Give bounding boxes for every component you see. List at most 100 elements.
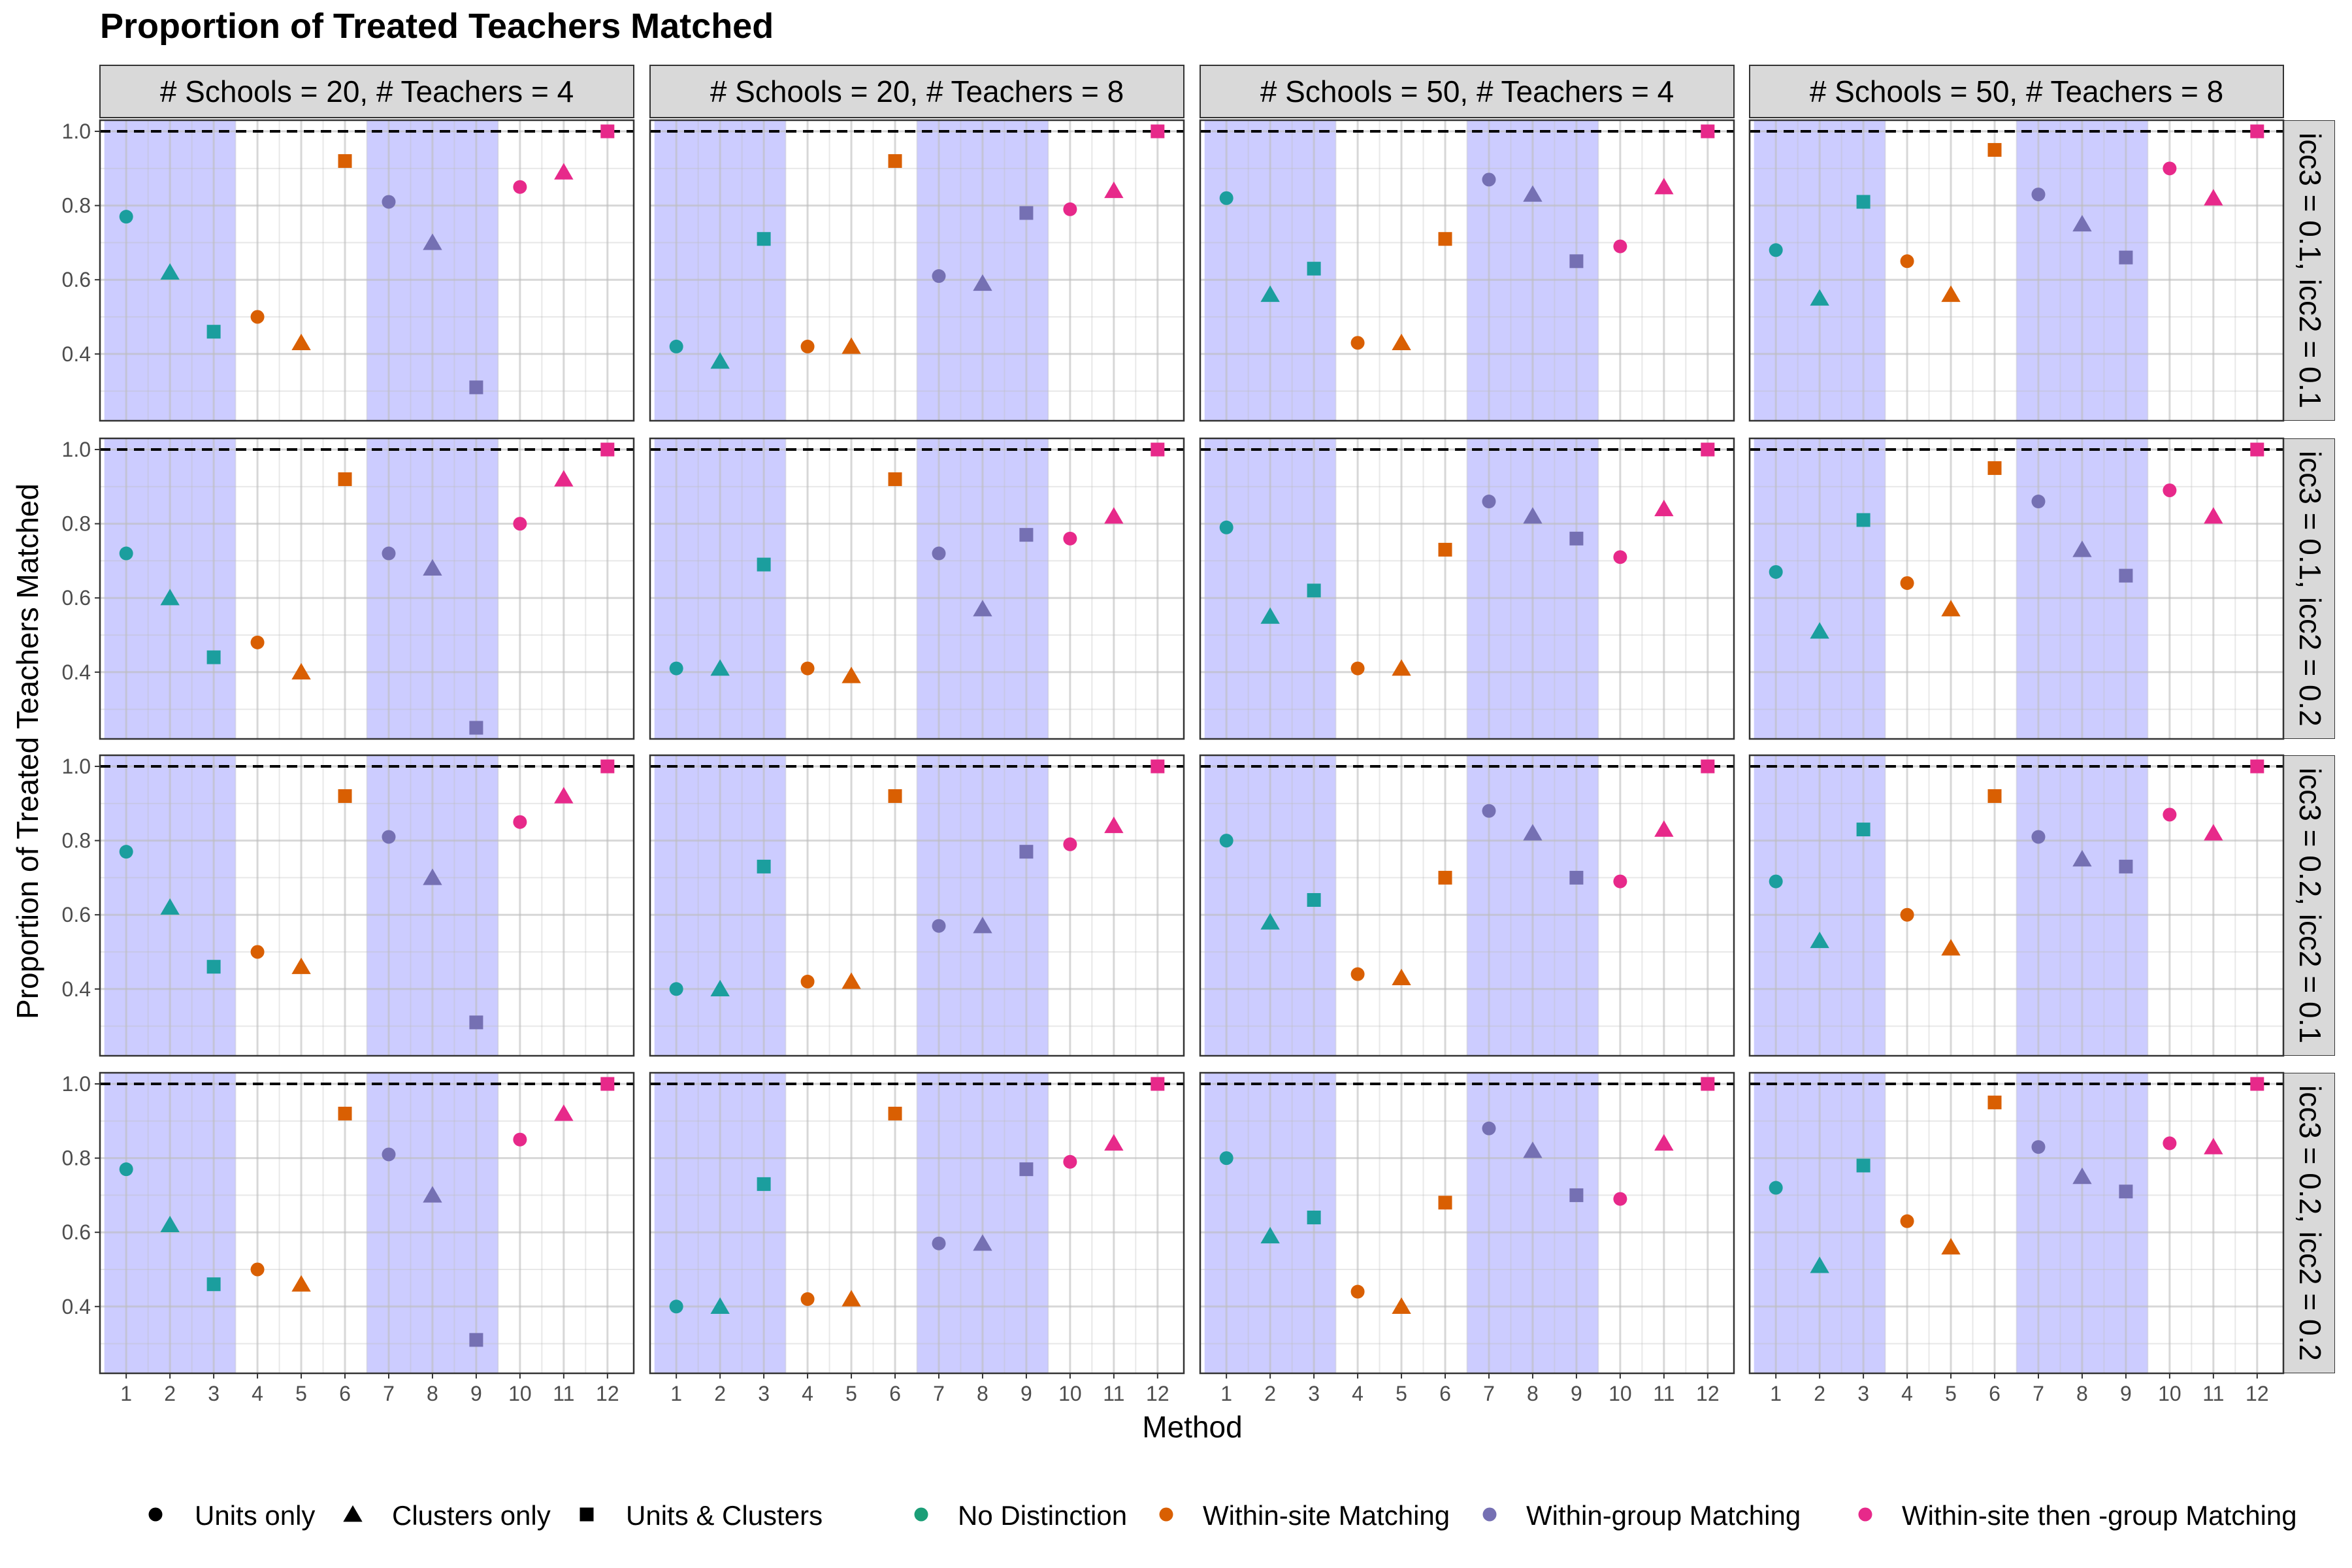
data-point xyxy=(1151,759,1165,774)
column-strip: # Schools = 20, # Teachers = 8 xyxy=(649,65,1184,118)
row-strip-background xyxy=(2283,438,2335,739)
data-point xyxy=(513,815,527,829)
data-point xyxy=(973,1234,992,1251)
data-point xyxy=(1260,285,1280,302)
data-point xyxy=(1104,1134,1124,1151)
x-tick-label: 4 xyxy=(1352,1382,1364,1405)
data-point xyxy=(1019,528,1034,542)
data-point xyxy=(1856,823,1870,837)
data-point xyxy=(119,210,133,224)
legend-shape-item: Units only xyxy=(148,1500,315,1531)
panel xyxy=(649,754,1185,1057)
data-point xyxy=(1987,461,2002,475)
legend-shape-triangle-icon xyxy=(343,1505,363,1522)
row-strip: icc3 = 0.2, icc2 = 0.1 xyxy=(2283,755,2335,1056)
y-tick-label: 0.6 xyxy=(62,268,91,291)
data-point xyxy=(1569,870,1584,885)
data-point xyxy=(291,333,311,350)
x-tick-label: 9 xyxy=(2120,1382,2132,1405)
data-point xyxy=(1350,336,1365,350)
data-point xyxy=(1900,576,1914,590)
data-point xyxy=(469,380,483,395)
panel-border xyxy=(1748,437,2285,740)
data-point xyxy=(2204,1137,2223,1154)
x-tick-label: 9 xyxy=(1021,1382,1032,1405)
panel xyxy=(1748,119,2285,422)
data-point xyxy=(469,1015,483,1030)
panel-border xyxy=(99,1071,635,1375)
data-point xyxy=(1769,874,1783,889)
legend: Units only Clusters only Units & Clusters N… xyxy=(148,1500,2297,1531)
data-point xyxy=(600,124,615,139)
data-point xyxy=(382,1147,396,1162)
data-point xyxy=(423,1186,442,1203)
y-tick-label: 0.6 xyxy=(62,586,91,610)
x-tick-label: 5 xyxy=(845,1382,857,1405)
legend-color-item: Within-site Matching xyxy=(1159,1500,1450,1531)
y-tick-label: 0.4 xyxy=(62,661,91,684)
chart-title: Proportion of Treated Teachers Matched xyxy=(100,7,774,46)
data-point xyxy=(1019,1162,1034,1177)
data-point xyxy=(1856,195,1870,209)
data-point xyxy=(2031,1140,2046,1154)
panel: 1 2 3 4 5 6 7 8 9 10 11 12 xyxy=(1748,1071,2285,1405)
x-axis-title: Method xyxy=(1142,1410,1242,1444)
panel-border xyxy=(1748,754,2285,1057)
panel-border xyxy=(649,754,1185,1057)
x-tick-label: 7 xyxy=(1483,1382,1495,1405)
data-point xyxy=(2119,1184,2133,1199)
data-point xyxy=(2031,188,2046,202)
data-point xyxy=(250,945,265,959)
data-point xyxy=(800,339,815,353)
data-point xyxy=(1104,507,1124,524)
panel-plot-area xyxy=(650,438,1184,739)
data-point xyxy=(160,898,180,915)
y-tick-label: 1.0 xyxy=(62,755,91,778)
data-point xyxy=(382,195,396,209)
data-point xyxy=(1392,968,1411,985)
data-point xyxy=(1151,124,1165,139)
column-strip-label: # Schools = 50, # Teachers = 8 xyxy=(1810,74,2223,108)
data-point xyxy=(1438,1196,1452,1210)
data-point xyxy=(1307,261,1321,276)
x-tick-label: 5 xyxy=(295,1382,307,1405)
panel-plot-area xyxy=(1750,120,2283,421)
x-tick-label: 1 xyxy=(1220,1382,1232,1405)
panel-plot-area xyxy=(100,1073,634,1373)
panel-plot-area xyxy=(650,755,1184,1056)
data-point xyxy=(1613,874,1627,889)
data-point xyxy=(2250,124,2264,139)
data-point xyxy=(1654,820,1674,837)
data-point xyxy=(1219,834,1233,848)
data-point xyxy=(1900,254,1914,269)
data-point xyxy=(888,154,902,168)
panel: 0.4 0.6 0.8 1.0 xyxy=(62,437,635,740)
data-point xyxy=(2250,442,2264,457)
panel-border xyxy=(99,119,635,422)
data-point xyxy=(710,979,730,996)
data-point xyxy=(2204,507,2223,524)
data-point xyxy=(600,442,615,457)
data-point xyxy=(2119,568,2133,583)
data-point xyxy=(1104,816,1124,834)
data-point xyxy=(2204,824,2223,841)
data-point xyxy=(1219,191,1233,205)
x-tick-label: 4 xyxy=(1901,1382,1913,1405)
legend-shape-label: Units only xyxy=(195,1500,315,1531)
data-point xyxy=(206,1277,221,1292)
data-point xyxy=(1810,931,1829,949)
data-point xyxy=(160,589,180,606)
data-point xyxy=(2163,483,2177,498)
y-tick-label: 0.8 xyxy=(62,829,91,853)
panel-plot-area xyxy=(100,438,634,739)
x-tick-label: 6 xyxy=(1989,1382,2001,1405)
x-tick-label: 3 xyxy=(758,1382,770,1405)
x-tick-label: 10 xyxy=(1609,1382,1632,1405)
legend-color-label: Within-site Matching xyxy=(1203,1500,1450,1531)
data-point xyxy=(800,661,815,676)
panel: 0.40.60.81.01 2 3 4 5 6 7 8 9 10 11 12 xyxy=(62,1071,635,1405)
data-point xyxy=(1613,550,1627,564)
data-point xyxy=(1438,542,1452,557)
data-point xyxy=(2119,859,2133,874)
x-tick-label: 3 xyxy=(208,1382,220,1405)
